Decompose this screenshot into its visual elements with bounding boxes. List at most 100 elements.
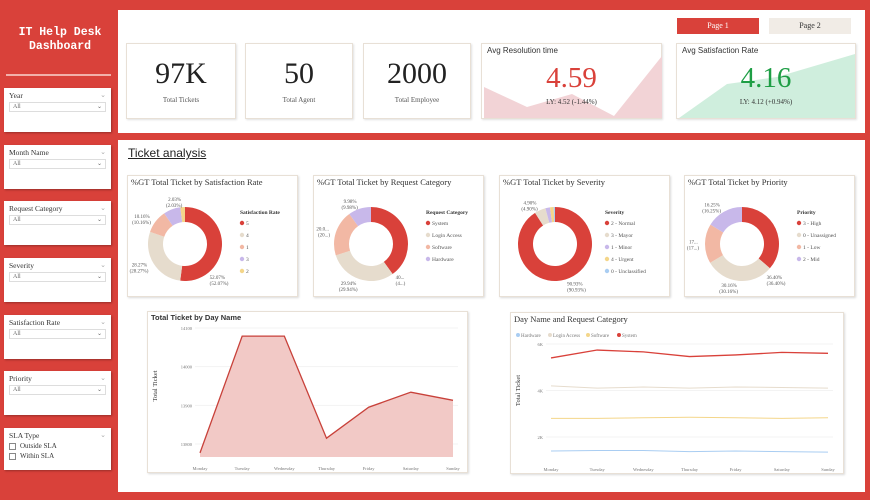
slicer-dropdown[interactable]: All ⌄	[9, 329, 106, 339]
legend-item: System	[622, 334, 637, 339]
data-label: 2.03% (2.03%)	[166, 198, 183, 209]
x-tick-label: Monday	[544, 467, 560, 472]
legend-marker	[604, 268, 610, 274]
legend-marker	[239, 220, 245, 226]
legend-marker	[425, 244, 431, 250]
page-2-button[interactable]: Page 2	[769, 18, 851, 34]
donut-chart-1: %GT Total Ticket by Satisfaction Rate 52.…	[127, 175, 298, 297]
slicer-priority[interactable]: Priority ⌄ All ⌄	[4, 371, 111, 415]
chevron-down-icon[interactable]: ⌄	[100, 261, 106, 269]
chevron-down-icon[interactable]: ⌄	[96, 161, 102, 167]
donut-slice	[335, 250, 393, 281]
day-category-line-chart: Day Name and Request Category Total Ticke…	[510, 312, 844, 474]
chevron-down-icon[interactable]: ⌄	[100, 318, 106, 326]
legend-item: Login Access	[432, 233, 462, 239]
data-label: 30.16% (30.16%)	[719, 284, 738, 295]
slicer-value: All	[13, 387, 21, 393]
chevron-down-icon[interactable]: ⌄	[96, 274, 102, 280]
legend-item: 5	[246, 221, 249, 227]
donut-slice	[535, 208, 550, 226]
legend-marker	[604, 232, 610, 238]
donut-slice	[710, 207, 742, 233]
area-fill	[200, 336, 453, 457]
slicer-request-category[interactable]: Request Category ⌄ All ⌄	[4, 201, 111, 245]
legend-marker	[239, 256, 245, 262]
legend-marker	[425, 256, 431, 262]
chart-svg: Total Ticket 13800 13900 14000 14100 Monday Tu…	[152, 326, 461, 471]
series-line-software	[551, 416, 829, 419]
chevron-down-icon[interactable]: ⌄	[96, 217, 102, 223]
slicer-dropdown[interactable]: All ⌄	[9, 102, 106, 112]
checkbox-icon[interactable]	[9, 442, 16, 450]
donut-chart-3: %GT Total Ticket by Severity 90.93% (90.9…	[499, 175, 670, 297]
donut-slice	[180, 207, 185, 223]
checkbox-within-sla[interactable]: Within SLA	[9, 452, 106, 460]
legend-item: Software	[591, 334, 610, 339]
legend-marker	[239, 244, 245, 250]
x-tick-label: Thursday	[681, 467, 699, 472]
legend-marker	[796, 244, 802, 250]
x-tick-label: Wednesday	[274, 466, 295, 471]
slicer-year[interactable]: Year ⌄ All ⌄	[4, 88, 111, 132]
legend-marker	[586, 333, 590, 337]
slicer-dropdown[interactable]: All ⌄	[9, 272, 106, 282]
slicer-label: SLA Type	[9, 431, 40, 440]
legend-marker	[425, 232, 431, 238]
sidebar: IT Help Desk Dashboard Year ⌄ All ⌄ Month Nam…	[0, 0, 115, 500]
legend-item: 3	[246, 257, 249, 263]
legend-item: 2 - Mid	[803, 257, 820, 263]
chevron-down-icon[interactable]: ⌄	[100, 204, 106, 212]
legend-item: 0 - Unclassified	[611, 268, 646, 275]
legend-item: 4	[246, 233, 249, 239]
legend-item: Hardware	[432, 257, 454, 263]
legend-item: 0 - Unassigned	[803, 233, 836, 239]
dashboard-title: IT Help Desk Dashboard	[5, 26, 115, 54]
chevron-down-icon[interactable]: ⌄	[100, 431, 106, 439]
legend-marker	[796, 256, 802, 262]
chevron-down-icon[interactable]: ⌄	[100, 374, 106, 382]
slicer-severity[interactable]: Severity ⌄ All ⌄	[4, 258, 111, 302]
chevron-down-icon[interactable]: ⌄	[96, 387, 102, 393]
donut-slice	[518, 207, 592, 281]
donut-slice	[545, 207, 553, 223]
slicer-satisfaction-rate[interactable]: Satisfaction Rate ⌄ All ⌄	[4, 315, 111, 359]
x-tick-label: Wednesday	[633, 467, 654, 472]
data-label: 4.90% (4.90%)	[521, 202, 538, 213]
donut-slice	[349, 207, 371, 227]
series-line-hardware	[550, 449, 829, 453]
legend-title: Priority	[797, 210, 816, 216]
kpi-avg-resolution: Avg Resolution time 4.59 LY: 4.52 (-1.44…	[481, 43, 662, 119]
slicer-dropdown[interactable]: All ⌄	[9, 385, 106, 395]
slicer-dropdown[interactable]: All ⌄	[9, 215, 106, 225]
chevron-down-icon[interactable]: ⌄	[96, 104, 102, 110]
legend-title: Request Category	[426, 210, 468, 216]
divider	[6, 74, 111, 76]
chart-title: Total Ticket by Day Name	[151, 313, 242, 322]
donut-slice	[164, 207, 183, 226]
checkbox-outside-sla[interactable]: Outside SLA	[9, 442, 106, 450]
checkbox-icon[interactable]	[9, 452, 16, 460]
chevron-down-icon[interactable]: ⌄	[96, 331, 102, 337]
kpi-total-agent: 50 Total Agent	[245, 43, 353, 119]
section-title: Ticket analysis	[128, 146, 207, 160]
chevron-down-icon[interactable]: ⌄	[100, 91, 106, 99]
title-line-2: Dashboard	[28, 40, 92, 53]
legend-item: Login Access	[553, 334, 580, 339]
donut-svg: 40... (4...) 29.94% (29.94%) 20.0... (20..…	[316, 200, 468, 293]
page-1-button[interactable]: Page 1	[677, 18, 759, 34]
chevron-down-icon[interactable]: ⌄	[100, 148, 106, 156]
donut-slice	[553, 207, 555, 223]
slicer-value: All	[13, 104, 21, 110]
donut-chart-4: %GT Total Ticket by Priority 36.40% (36.4…	[684, 175, 855, 297]
slicer-month-name[interactable]: Month Name ⌄ All ⌄	[4, 145, 111, 189]
donut-slice	[710, 255, 770, 281]
data-label: 52.07% (52.07%)	[210, 276, 229, 287]
donut-slice	[150, 213, 173, 237]
data-label: 17... (17...)	[687, 241, 699, 252]
kpi-label: Total Employee	[394, 96, 440, 104]
legend-title: Satisfaction Rate	[240, 210, 280, 216]
legend-item: 4 - Urgent	[611, 257, 634, 263]
legend-item: Software	[432, 244, 452, 251]
sla-type-slicer[interactable]: SLA Type ⌄ Outside SLA Within SLA	[4, 428, 111, 470]
slicer-dropdown[interactable]: All ⌄	[9, 159, 106, 169]
